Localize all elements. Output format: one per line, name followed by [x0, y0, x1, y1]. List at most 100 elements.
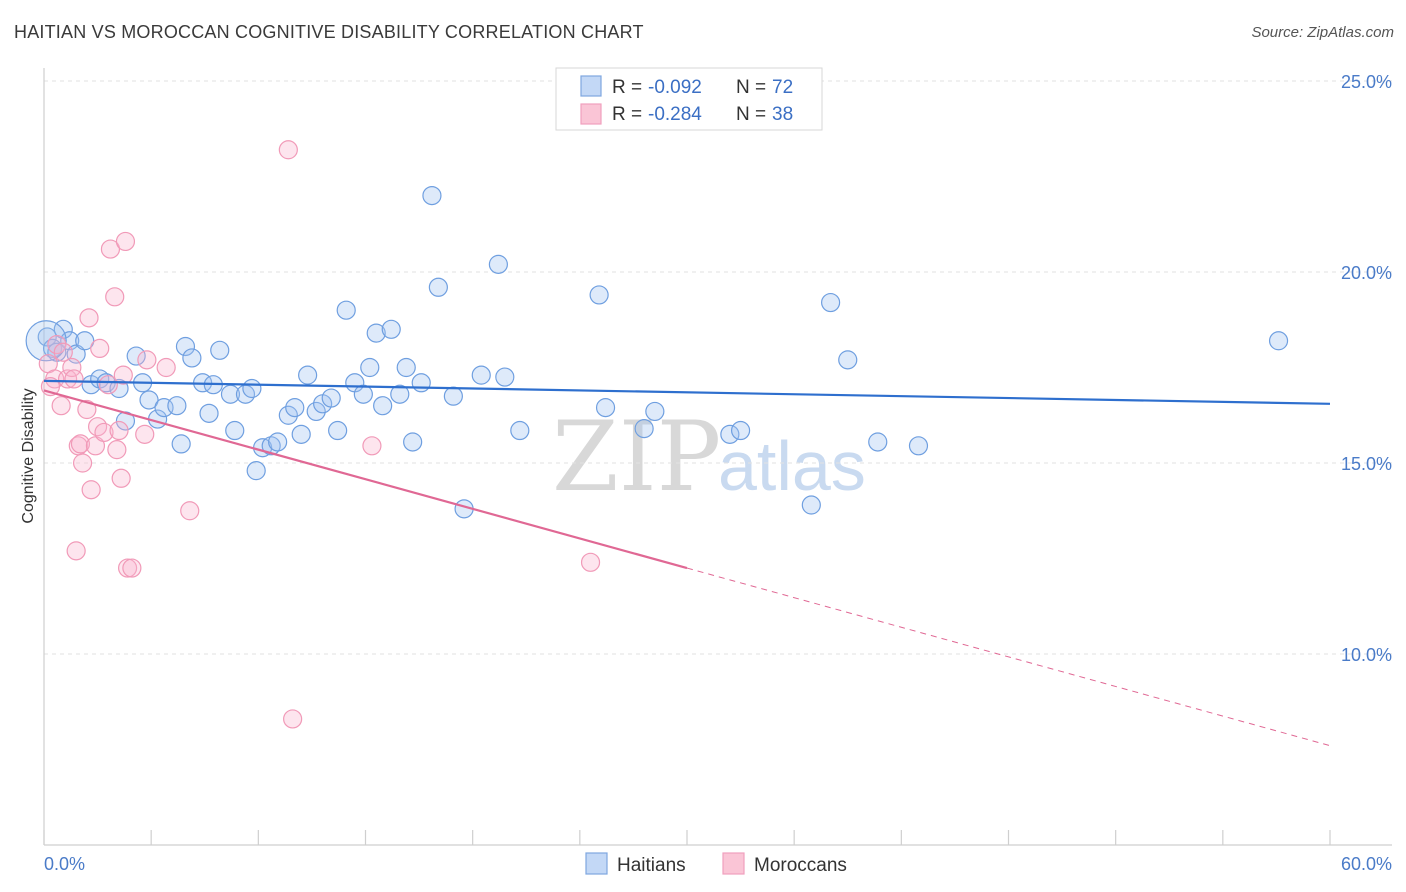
watermark-atlas: atlas [718, 427, 866, 505]
moroccan-point-16 [90, 338, 110, 358]
series-haitians-points [25, 186, 1289, 519]
haitian-point-35 [291, 424, 311, 444]
haitian-point-29 [246, 461, 266, 481]
haitian-point-33 [278, 405, 298, 425]
haitian-point-68 [838, 350, 858, 370]
haitian-point-54 [443, 386, 463, 406]
haitian-point-52 [422, 186, 442, 206]
moroccan-point-35 [580, 552, 601, 572]
moroccan-point-24 [113, 365, 133, 385]
moroccan-point-9 [70, 434, 91, 454]
haitian-point-40 [328, 420, 348, 441]
y-axis-label: Cognitive Disability [20, 388, 37, 523]
haitian-point-44 [360, 357, 380, 378]
legend-r-label-1: R = [612, 104, 642, 125]
haitian-point-59 [510, 420, 530, 441]
chart-title: HAITIAN VS MOROCCAN COGNITIVE DISABILITY… [14, 22, 644, 42]
moroccan-point-28 [135, 424, 155, 444]
haitian-point-22 [199, 403, 219, 423]
gridlines [44, 80, 1392, 655]
legend-haitians-label: Haitians [617, 855, 686, 876]
haitian-point-39 [321, 388, 341, 408]
haitian-point-12 [126, 346, 146, 366]
haitian-point-65 [730, 420, 751, 441]
legend-n-label-0: N = [736, 77, 766, 98]
haitian-point-53 [428, 277, 448, 297]
legend-n-label-1: N = [736, 104, 766, 125]
moroccan-point-19 [100, 239, 121, 259]
haitian-point-14 [139, 390, 159, 410]
legend-swatch-haitians [580, 75, 602, 97]
moroccan-point-29 [137, 350, 157, 370]
moroccan-point-33 [283, 709, 303, 729]
haitian-point-18 [171, 434, 191, 454]
y-tick-label-25: 25.0% [1341, 72, 1392, 92]
moroccan-point-21 [107, 440, 127, 460]
x-tick-label-1: 60.0% [1341, 854, 1392, 874]
trend-lines [43, 379, 1331, 747]
y-tick-label-20: 20.0% [1341, 263, 1392, 283]
moroccan-point-17 [94, 422, 114, 443]
haitian-point-34 [285, 398, 305, 418]
moroccan-point-20 [105, 287, 125, 307]
legend-n-value-0: 72 [772, 77, 793, 98]
haitian-point-67 [821, 292, 841, 313]
chart-source: Source: ZipAtlas.com [1251, 24, 1394, 41]
moroccan-point-30 [156, 357, 176, 378]
x-axis-ticks [43, 830, 1331, 845]
moroccan-trend-extension [686, 567, 1331, 747]
haitian-point-28 [242, 378, 262, 399]
haitian-point-32 [268, 432, 288, 452]
haitian-point-6 [75, 331, 95, 351]
y-tick-label-10: 10.0% [1341, 645, 1392, 665]
haitian-point-43 [353, 384, 373, 404]
haitian-point-57 [488, 254, 508, 274]
legend-r-value-1: -0.284 [648, 104, 702, 125]
moroccan-point-7 [66, 541, 86, 561]
moroccan-point-37 [53, 342, 73, 362]
haitian-point-37 [306, 401, 326, 422]
haitian-point-50 [403, 432, 423, 452]
legend-r-label-0: R = [612, 77, 642, 98]
watermark-zip: ZIP [552, 401, 721, 513]
moroccan-point-5 [62, 357, 82, 378]
legend-moroccans-swatch [722, 852, 745, 875]
moroccan-point-2 [47, 334, 67, 355]
legend-moroccans-label: Moroccans [754, 855, 847, 876]
haitian-point-36 [298, 365, 318, 385]
moroccan-point-32 [278, 140, 298, 160]
moroccan-point-18 [98, 375, 118, 395]
moroccan-point-31 [180, 501, 200, 521]
haitian-point-62 [634, 419, 654, 439]
moroccan-point-3 [51, 396, 71, 416]
haitian-point-47 [381, 319, 401, 339]
moroccan-point-12 [79, 308, 99, 328]
haitian-trend-line [43, 379, 1331, 405]
moroccan-point-14 [85, 436, 106, 456]
haitian-point-0 [37, 327, 57, 347]
haitian-point-61 [595, 398, 616, 418]
y-tick-label-15: 15.0% [1341, 454, 1392, 474]
haitian-point-51 [411, 373, 431, 393]
haitian-point-69 [868, 432, 888, 452]
haitian-point-17 [167, 396, 187, 416]
y-axis-tick-labels: 10.0% 15.0% 20.0% 25.0% [1341, 72, 1392, 665]
legend-r-value-0: -0.092 [648, 77, 702, 98]
haitian-point-66 [801, 495, 821, 515]
moroccan-point-26 [117, 558, 138, 578]
haitian-point-49 [396, 357, 416, 378]
legend-swatch-moroccans [580, 103, 602, 125]
haitian-point-58 [495, 367, 515, 387]
x-tick-label-0: 0.0% [44, 854, 85, 874]
moroccan-point-34 [362, 436, 382, 456]
haitian-point-64 [720, 424, 740, 444]
haitian-point-63 [645, 401, 665, 422]
haitian-point-48 [390, 384, 410, 404]
moroccan-point-11 [77, 399, 97, 420]
legend-n-value-1: 38 [772, 104, 793, 125]
haitian-point-60 [589, 285, 609, 305]
series-moroccans-points [38, 140, 601, 729]
haitian-point-19 [175, 336, 196, 357]
haitian-point-20 [182, 348, 202, 368]
